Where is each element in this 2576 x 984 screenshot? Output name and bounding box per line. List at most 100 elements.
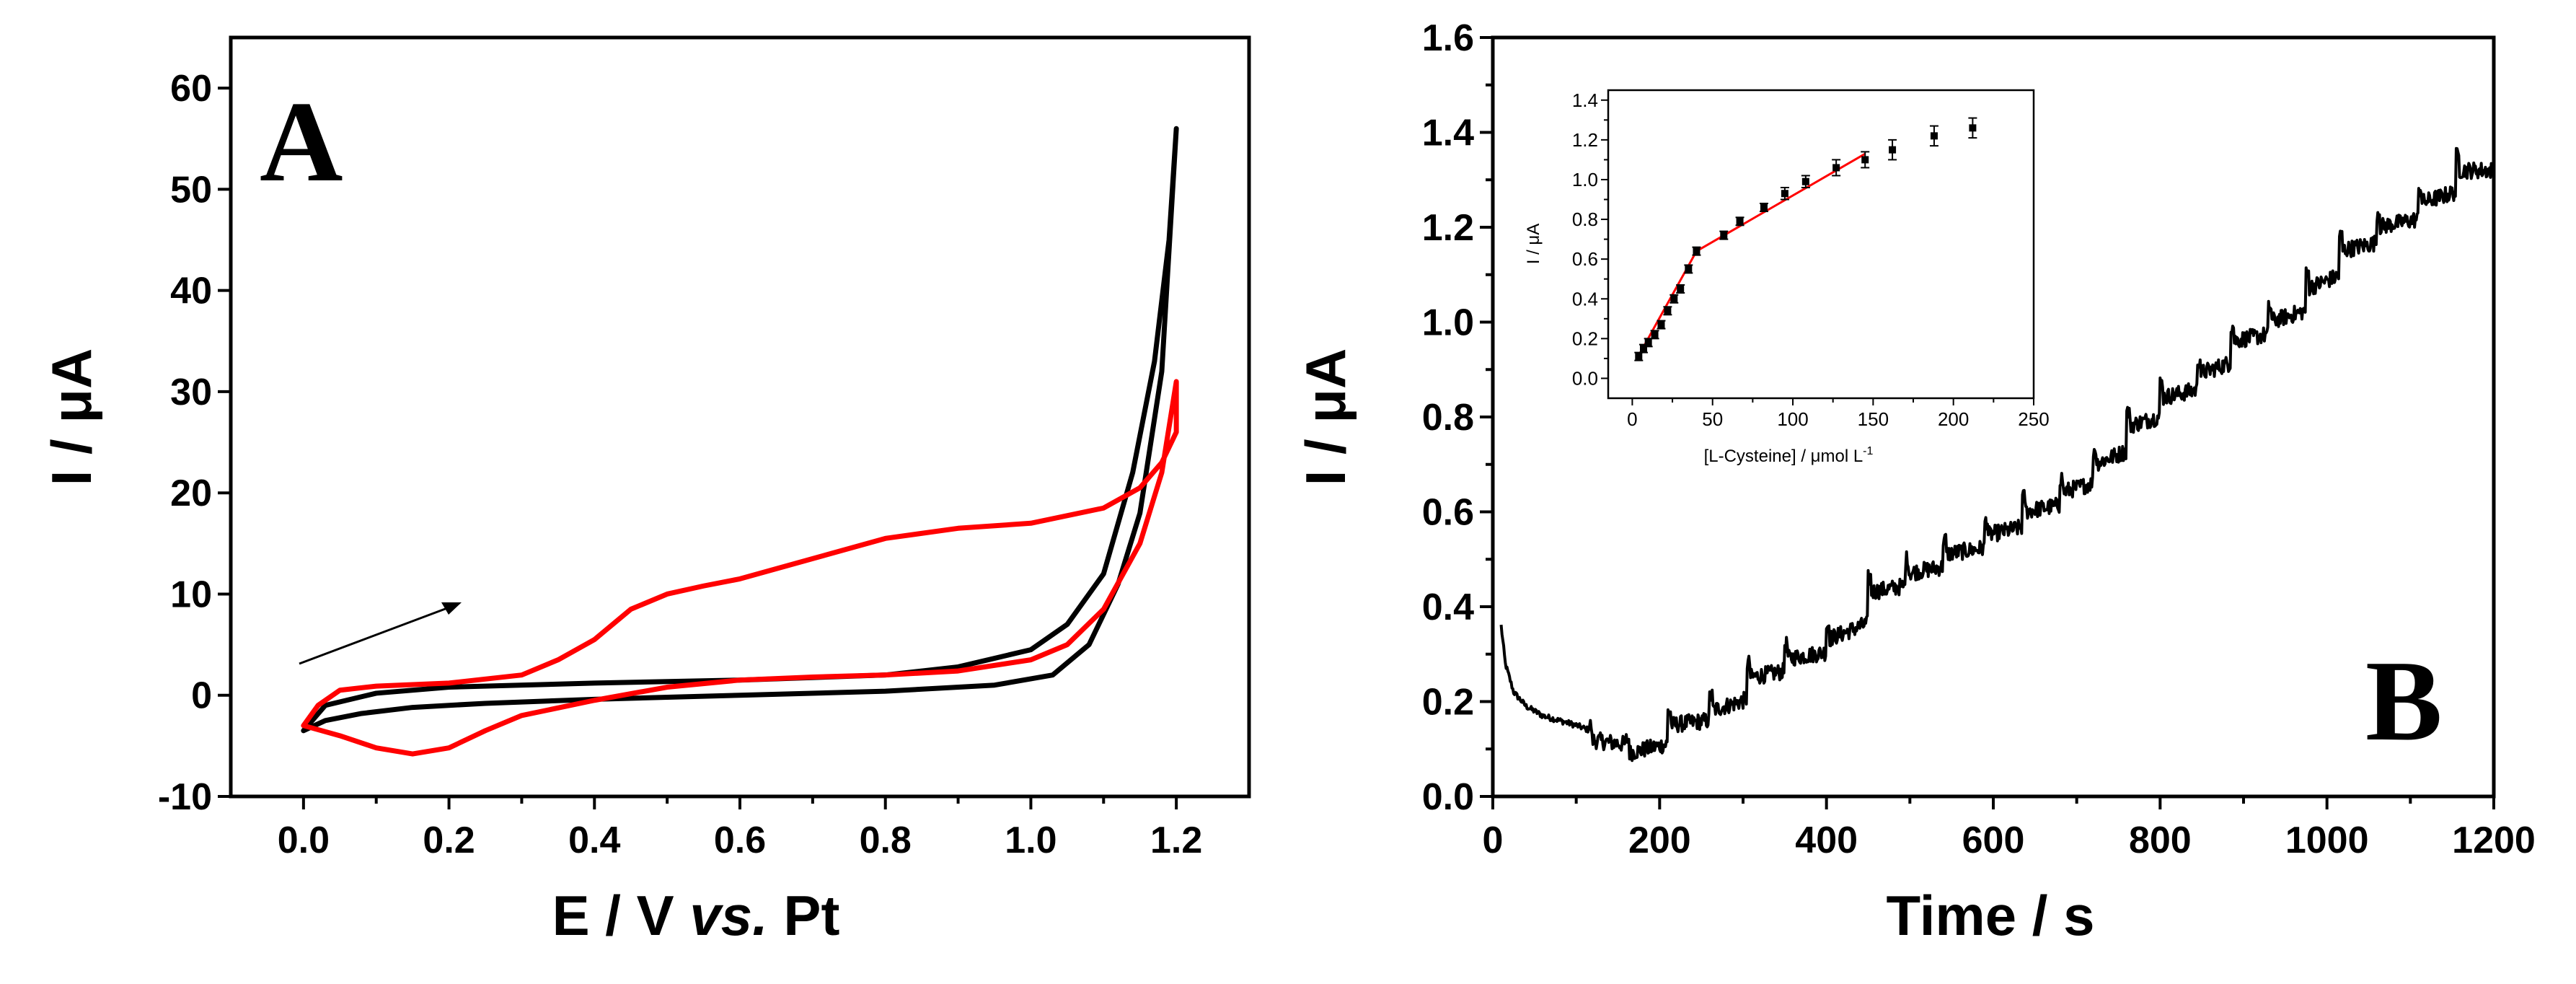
- inset-data-point: [1780, 186, 1789, 201]
- panel-b-y-tick-label: 1.4: [1422, 113, 1474, 154]
- panel-b-letter: B: [2365, 636, 2443, 765]
- inset-point-marker: [1736, 217, 1744, 225]
- panel-b-x-tick-label: 200: [1628, 820, 1691, 861]
- inset-data-points: [1634, 117, 1977, 361]
- panel-a-y-tick-label: -10: [158, 776, 212, 818]
- inset-data-point: [1929, 125, 1938, 147]
- inset-calibration-plot: 0 50 100 150 200 2500.00.20.40.60.81.01.21.4 …: [1524, 87, 2050, 466]
- inset-point-marker: [1801, 177, 1809, 185]
- panel-a-y-tick-label: 60: [170, 68, 212, 110]
- panel-a-x-axis-title-end: Pt: [768, 884, 840, 947]
- inset-data-point: [1801, 175, 1810, 188]
- panel-a-x-tick-label: 0.6: [714, 820, 766, 861]
- panel-b-x-tick-label: 600: [1962, 820, 2025, 861]
- panel-a-series: [301, 126, 1179, 757]
- panel-b-x-tick-label: 400: [1795, 820, 1858, 861]
- inset-x-axis-title-main: [L-Cysteine] / μmol L: [1704, 447, 1863, 466]
- inset-point-marker: [1720, 232, 1728, 240]
- inset-point-marker: [1781, 190, 1788, 198]
- panel-a-y-tick-label: 30: [170, 372, 212, 413]
- inset-y-tick-label: 1.4: [1572, 89, 1598, 111]
- inset-ticks: [1601, 99, 2034, 405]
- inset-point-marker: [1657, 321, 1665, 329]
- panel-a-x-tick-label: 1.0: [1005, 820, 1057, 861]
- panel-a-y-axis-title: I / μA: [40, 348, 103, 486]
- inset-data-point: [1634, 351, 1644, 361]
- panel-b-amperometric-response: 0 200 400 600 800 1000 12000.00.20.40.60.81.01…: [1294, 17, 2536, 947]
- scan-direction-arrow: [299, 602, 462, 665]
- panel-b-y-tick-label: 0.8: [1422, 397, 1474, 439]
- panel-b-y-tick-label: 1.0: [1422, 302, 1474, 344]
- panel-b-y-tick-label: 1.2: [1422, 207, 1474, 249]
- inset-data-point: [1644, 338, 1653, 348]
- panel-b-tick-labels: 0 200 400 600 800 1000 12000.00.20.40.60.81.01…: [1422, 17, 2536, 861]
- inset-data-point: [1759, 203, 1768, 213]
- inset-y-tick-label: 0.0: [1572, 367, 1598, 389]
- panel-a-x-tick-label: 0.2: [423, 820, 475, 861]
- inset-point-marker: [1969, 124, 1977, 132]
- inset-y-tick-label: 1.2: [1572, 129, 1598, 151]
- panel-a-y-tick-label: 20: [170, 473, 212, 514]
- panel-b-x-tick-label: 1200: [2452, 820, 2536, 861]
- inset-x-axis-title: [L-Cysteine] / μmol L-1: [1704, 445, 1874, 466]
- inset-tick-labels: 0 50 100 150 200 250 0.0 0.2 0.4 0.6 0.8 1.0 1.2 1.4: [1572, 89, 2050, 430]
- inset-x-tick-label: 200: [1938, 408, 1969, 430]
- panel-b-y-axis-title: I / μA: [1294, 348, 1357, 486]
- inset-y-tick-label: 1.0: [1572, 169, 1598, 190]
- inset-data-point: [1669, 294, 1679, 304]
- panel-a-x-tick-label: 0.0: [278, 820, 330, 861]
- inset-x-tick-label: 250: [2018, 408, 2049, 430]
- panel-a-tick-labels: 0.0 0.2 0.4 0.6 0.8 1.0 1.2 -10 0 10 20 30 40 50 60: [158, 68, 1202, 861]
- inset-point-marker: [1685, 265, 1693, 273]
- panel-b-x-tick-label: 0: [1483, 820, 1504, 861]
- inset-data-point: [1832, 159, 1841, 177]
- inset-data-point: [1735, 216, 1744, 227]
- inset-point-marker: [1670, 295, 1678, 303]
- inset-point-marker: [1644, 338, 1652, 346]
- inset-point-marker: [1635, 353, 1643, 361]
- panel-a-x-tick-label: 1.2: [1150, 820, 1202, 861]
- scan-direction-arrow-head: [441, 602, 462, 615]
- inset-plot-frame: [1607, 89, 2035, 400]
- inset-point-marker: [1651, 330, 1659, 338]
- panel-b-x-tick-label: 800: [2129, 820, 2192, 861]
- inset-data-point: [1692, 246, 1701, 256]
- panel-a-y-tick-label: 0: [191, 675, 212, 717]
- panel-a-y-tick-label: 40: [170, 271, 212, 312]
- inset-y-tick-label: 0.4: [1572, 288, 1598, 309]
- panel-b-x-tick-label: 1000: [2285, 820, 2369, 861]
- panel-a-x-tick-label: 0.8: [860, 820, 912, 861]
- inset-point-marker: [1861, 156, 1869, 164]
- panel-b-y-tick-label: 1.6: [1422, 17, 1474, 59]
- inset-x-axis-title-sup: -1: [1863, 445, 1873, 457]
- inset-point-marker: [1930, 132, 1938, 140]
- inset-data-point: [1663, 306, 1672, 316]
- inset-x-tick-label: 150: [1858, 408, 1889, 430]
- panel-a-y-tick-label: 50: [170, 169, 212, 211]
- inset-y-tick-label: 0.6: [1572, 248, 1598, 270]
- inset-point-marker: [1664, 307, 1672, 315]
- inset-data-point: [1650, 330, 1659, 340]
- inset-point-marker: [1693, 247, 1701, 255]
- panel-b-y-tick-label: 0.4: [1422, 587, 1474, 628]
- inset-x-tick-label: 100: [1777, 408, 1808, 430]
- panel-a-letter: A: [260, 77, 343, 206]
- inset-point-marker: [1677, 285, 1685, 293]
- inset-data-point: [1861, 151, 1870, 169]
- inset-data-point: [1968, 117, 1977, 139]
- inset-point-marker: [1832, 164, 1840, 172]
- panel-b-series: [1499, 146, 2495, 763]
- inset-data-point: [1684, 264, 1693, 274]
- inset-data-point: [1676, 284, 1685, 294]
- panel-a-x-axis-title: E / V vs. Pt: [552, 884, 840, 947]
- inset-point-marker: [1760, 203, 1768, 211]
- inset-x-tick-label: 50: [1702, 408, 1723, 430]
- inset-data-point: [1657, 320, 1666, 330]
- panel-b-ticks: [1480, 36, 2495, 809]
- scan-direction-arrow-shaft: [299, 607, 448, 665]
- panel-a-x-tick-label: 0.4: [568, 820, 620, 861]
- panel-a-ticks: [218, 87, 1178, 809]
- inset-x-tick-label: 0: [1627, 408, 1637, 430]
- inset-y-tick-label: 0.8: [1572, 208, 1598, 230]
